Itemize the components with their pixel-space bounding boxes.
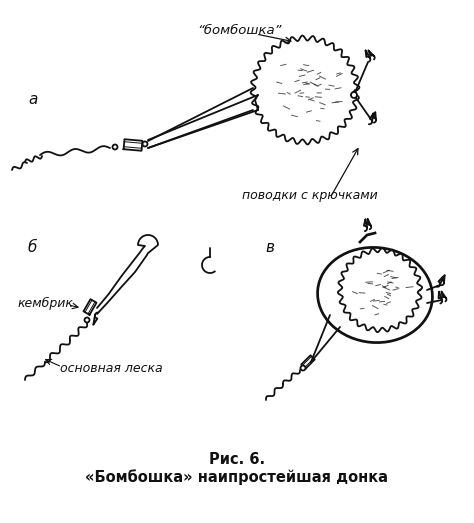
- Circle shape: [351, 92, 357, 98]
- Circle shape: [112, 144, 118, 150]
- Text: «Бомбошка» наипростейшая донка: «Бомбошка» наипростейшая донка: [85, 469, 389, 485]
- Text: б: б: [28, 241, 37, 256]
- Text: основная леска: основная леска: [60, 361, 163, 374]
- Circle shape: [301, 366, 306, 370]
- Text: Рис. 6.: Рис. 6.: [209, 452, 265, 468]
- Text: а: а: [28, 93, 37, 108]
- Circle shape: [84, 317, 90, 323]
- Text: поводки с крючками: поводки с крючками: [242, 188, 378, 201]
- Text: в: в: [265, 241, 274, 256]
- Text: кембрик: кембрик: [18, 297, 74, 310]
- Text: “бомбошка”: “бомбошка”: [198, 24, 282, 37]
- Circle shape: [143, 142, 147, 146]
